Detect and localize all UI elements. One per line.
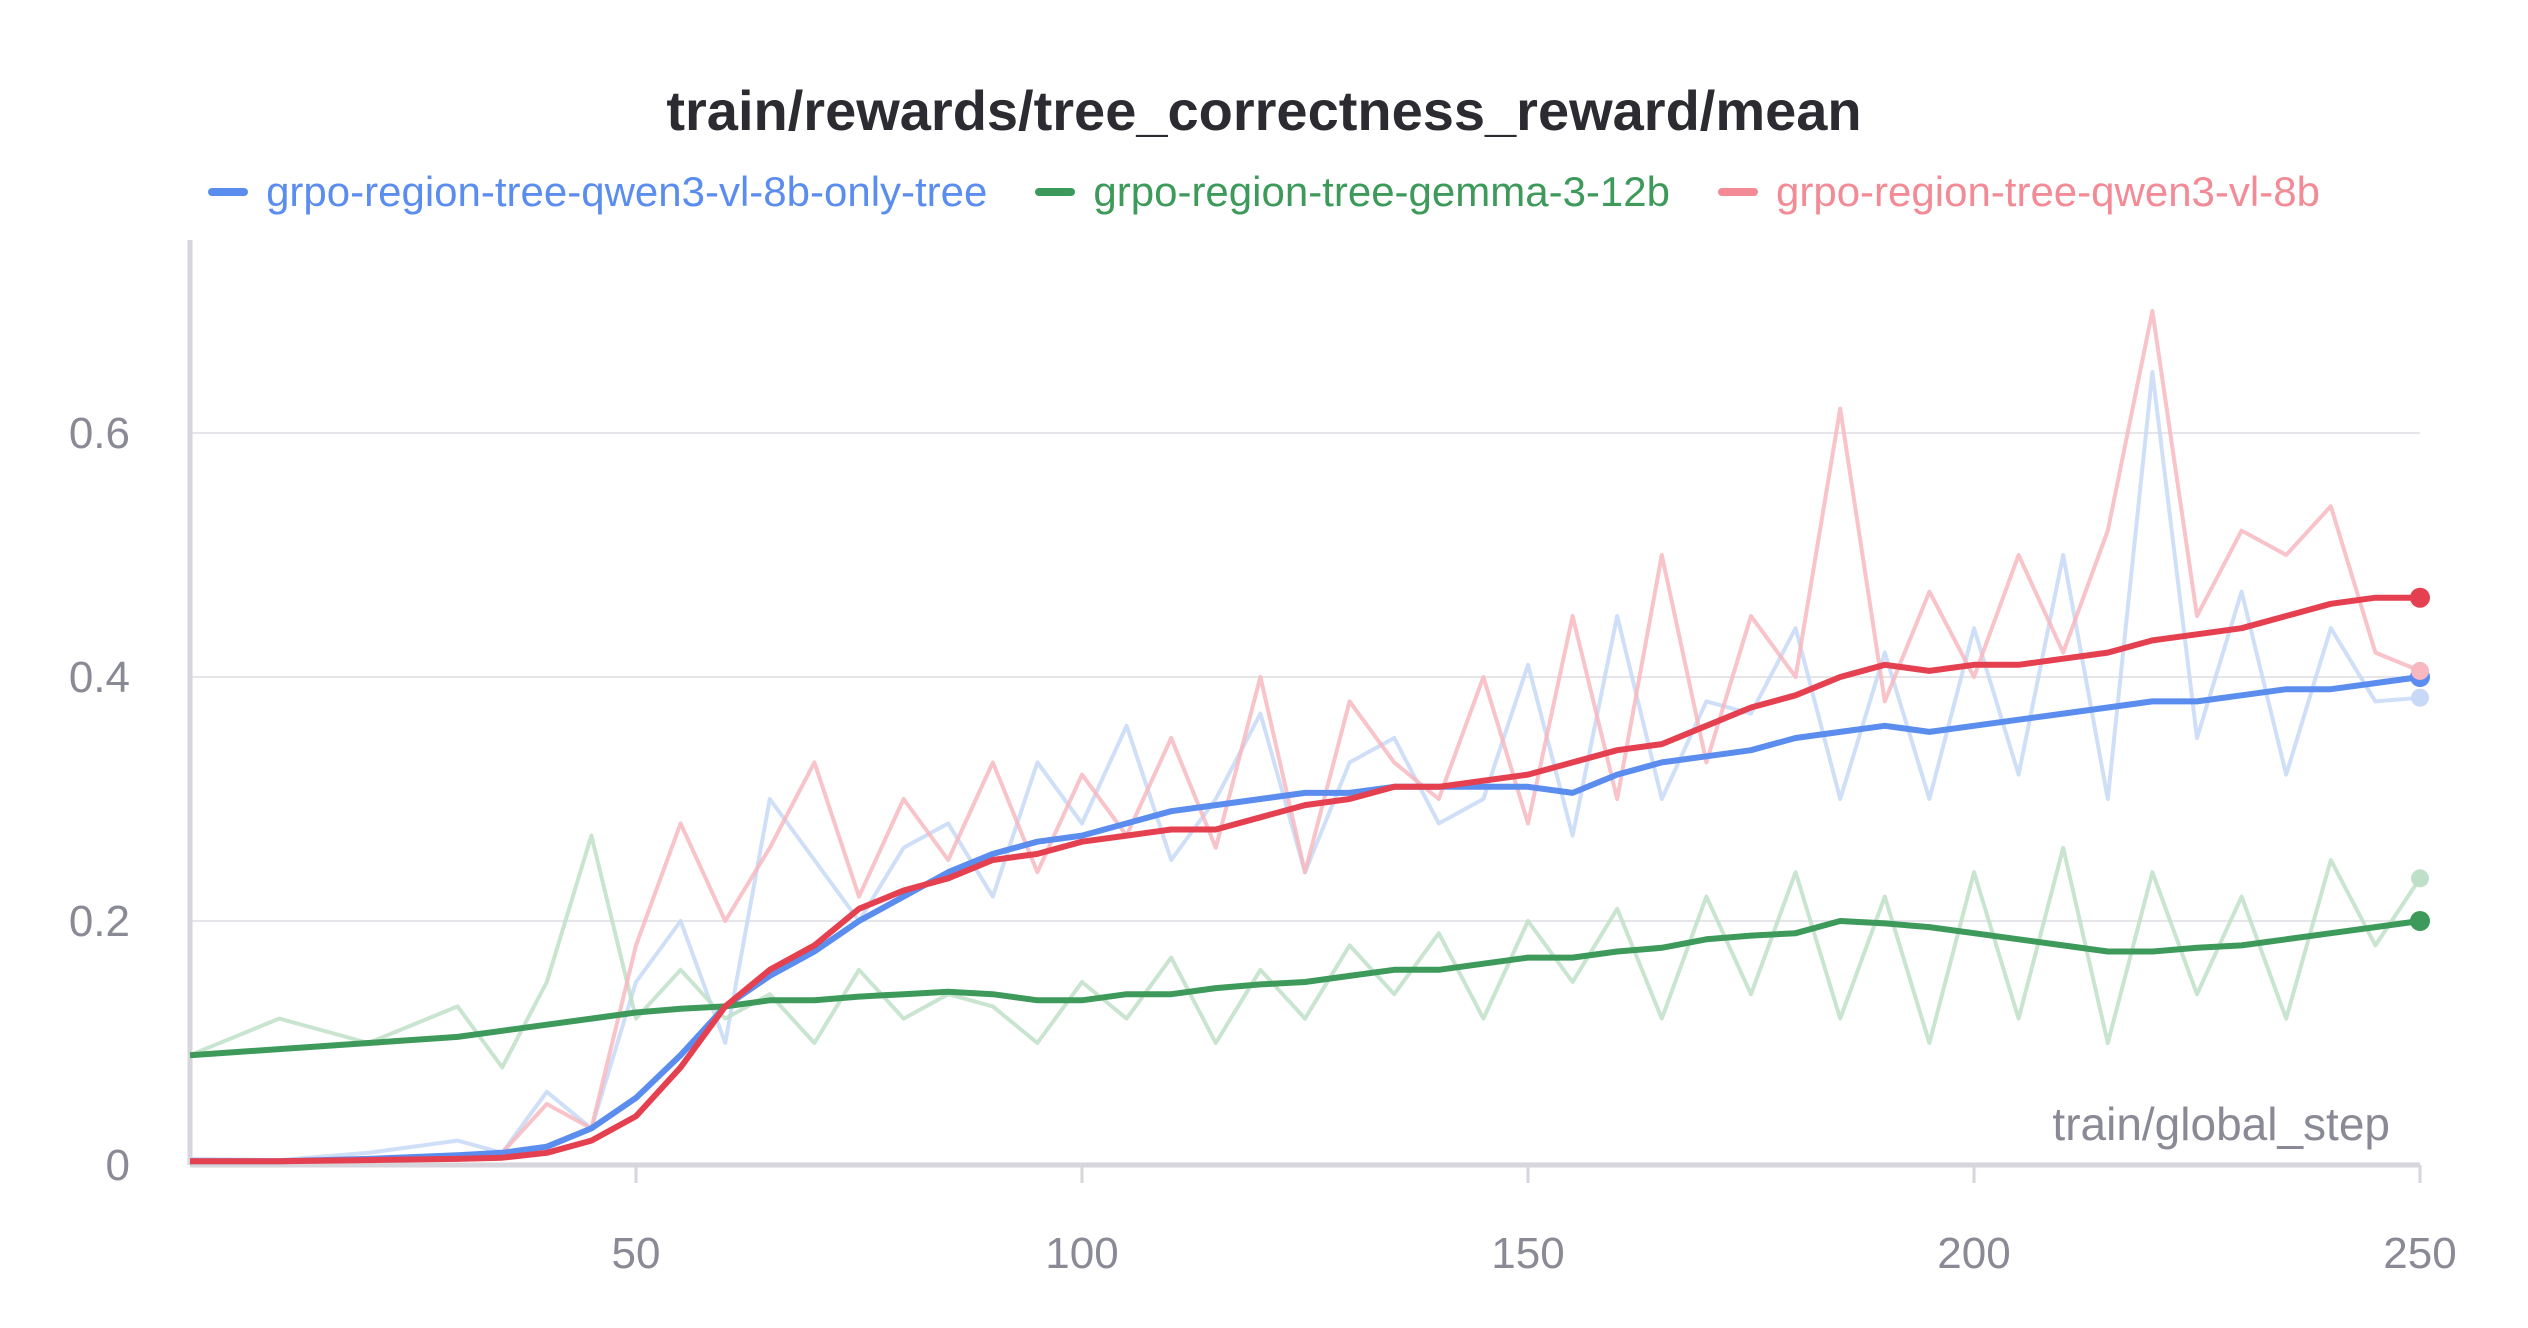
raw-line-series-1	[189, 833, 2422, 1070]
x-tick-label: 50	[612, 1229, 661, 1278]
x-axis-title: train/global_step	[2052, 1098, 2390, 1150]
legend-item-gemma[interactable]: grpo-region-tree-gemma-3-12b	[1035, 168, 1670, 216]
smoothed-line-series-2	[190, 594, 2420, 1165]
y-tick-label: 0	[106, 1141, 130, 1190]
raw-line-series-0	[189, 370, 2421, 1163]
legend: grpo-region-tree-qwen3-vl-8b-only-tree g…	[0, 168, 2528, 216]
raw-end-point-series-2	[2411, 661, 2429, 680]
x-tick-label: 150	[1491, 1229, 1564, 1278]
legend-swatch-qwen	[1718, 188, 1758, 196]
y-tick-label: 0.2	[69, 897, 130, 946]
legend-item-qwen-only-tree[interactable]: grpo-region-tree-qwen3-vl-8b-only-tree	[208, 168, 987, 216]
end-point-series-2	[2410, 587, 2430, 608]
raw-line-series-2	[189, 309, 2421, 1164]
legend-item-qwen[interactable]: grpo-region-tree-qwen3-vl-8b	[1718, 168, 2320, 216]
x-tick-label: 250	[2383, 1229, 2456, 1278]
end-point-series-1	[2410, 911, 2430, 931]
raw-end-point-series-0	[2411, 688, 2429, 707]
legend-swatch-gemma	[1035, 188, 1076, 196]
y-tick-label: 0.6	[69, 409, 130, 458]
y-tick-label: 0.4	[69, 653, 130, 702]
legend-label-gemma: grpo-region-tree-gemma-3-12b	[1093, 168, 1670, 215]
legend-label-qwen: grpo-region-tree-qwen3-vl-8b	[1776, 168, 2320, 215]
x-tick-label: 200	[1937, 1229, 2010, 1278]
legend-label-qwen-only-tree: grpo-region-tree-qwen3-vl-8b-only-tree	[266, 168, 988, 215]
chart-title: train/rewards/tree_correctness_reward/me…	[666, 79, 1862, 142]
raw-end-point-series-1	[2411, 869, 2429, 888]
x-tick-label: 100	[1045, 1229, 1118, 1278]
legend-swatch-qwen-only-tree	[208, 188, 249, 196]
smoothed-line-series-1	[189, 918, 2421, 1059]
smoothed-line-series-0	[190, 674, 2421, 1165]
